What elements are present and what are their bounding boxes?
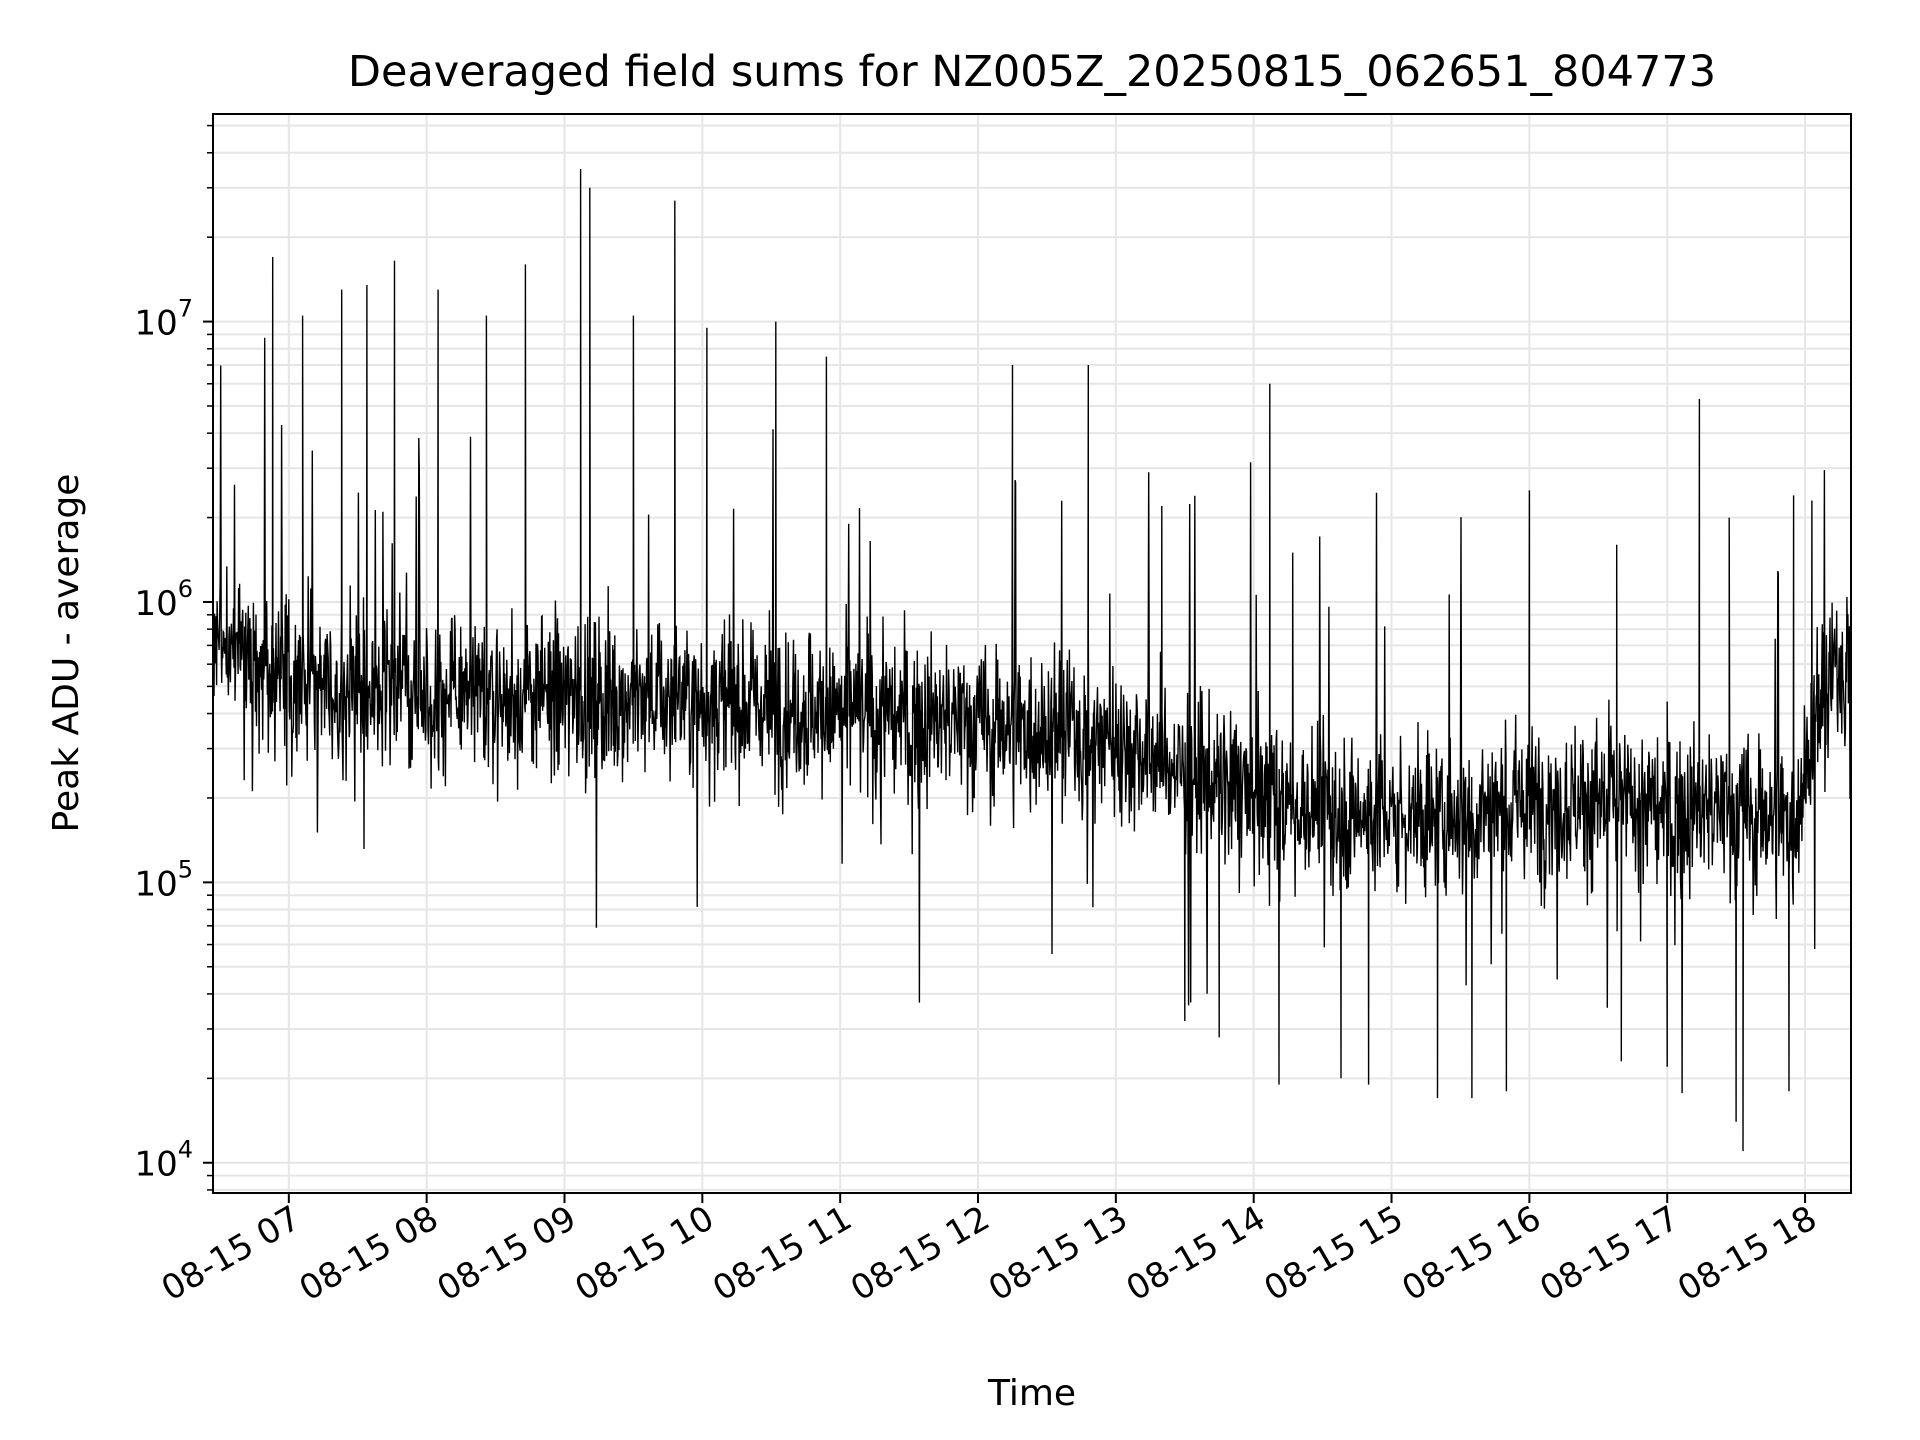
series-line	[212, 168, 1852, 1152]
y-tick-label-exponent: 7	[178, 295, 193, 323]
x-axis-label: Time	[987, 1373, 1076, 1414]
y-tick-label-base: 10	[134, 304, 177, 344]
y-tick-label: 104	[134, 1136, 193, 1185]
y-tick-label: 106	[134, 575, 193, 624]
y-tick-label-exponent: 6	[178, 575, 193, 603]
y-tick-label-exponent: 4	[178, 1136, 193, 1164]
y-tick-label-exponent: 5	[178, 855, 193, 883]
chart-title: Deaveraged field sums for NZ005Z_2025081…	[348, 47, 1716, 97]
series-line-group	[212, 168, 1852, 1152]
y-tick-label-base: 10	[134, 864, 177, 904]
y-tick-label: 107	[134, 295, 193, 344]
y-tick-label-base: 10	[134, 1145, 177, 1185]
y-tick-label: 105	[134, 855, 193, 904]
plot-area-frame	[212, 113, 1852, 1194]
y-tick-label-base: 10	[134, 584, 177, 624]
y-axis-label: Peak ADU - average	[46, 474, 87, 833]
